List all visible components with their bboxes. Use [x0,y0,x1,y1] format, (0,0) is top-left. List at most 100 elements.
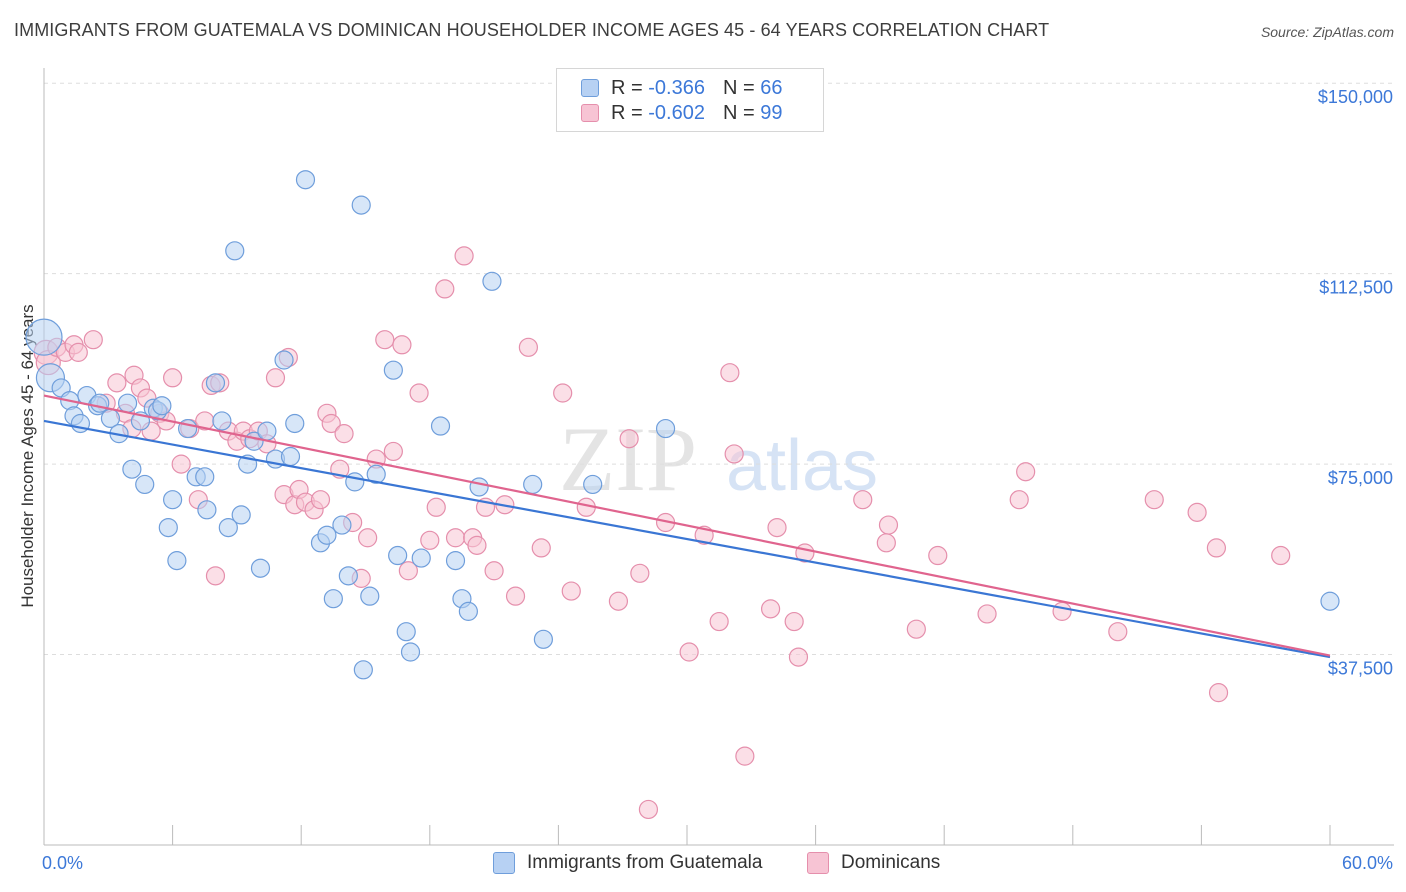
dominican-point [375,330,395,350]
guatemala-point [430,416,451,436]
x-tick-label-max: 60.0% [1342,853,1393,873]
guatemala-point [366,464,386,484]
guatemala-point [212,411,232,431]
guatemala-point [285,413,305,434]
guatemala-point [351,195,371,215]
dominican-point [630,563,650,583]
guatemala-point [523,474,543,495]
grid [44,82,1394,656]
guatemala-point [205,373,226,393]
legend-r-label: R = [611,76,643,99]
dominican-point [321,413,341,434]
dominican-point [426,497,446,517]
legend-swatch-dominicans [581,104,599,122]
guatemala-point [158,517,178,538]
guatemala-point [400,642,421,662]
dominican-point [853,490,873,510]
bottom-legend-swatch-dominicans [807,852,829,874]
legend-n-value: 66 [760,76,783,99]
dominican-point [1052,601,1072,621]
guatemala-point [197,500,217,520]
guatemala-point [167,551,187,571]
guatemala-point [117,393,138,413]
dominican-point [735,746,755,766]
dominican-point [467,535,487,555]
bottom-legend-swatch-guatemala [493,852,515,874]
bottom-legend-label-guatemala: Immigrants from Guatemala [527,852,763,873]
guatemala-point [411,548,431,568]
dominican-point [163,368,183,388]
bottom-legend-dominicans: Dominicans [807,852,940,874]
guatemala-point [163,490,183,510]
guatemala-point [195,467,215,487]
guatemala-point [225,241,245,261]
guatemala-point [533,629,553,649]
dominican-point [553,383,573,403]
trend-line-guatemala [43,419,1331,659]
dominican-point [767,517,787,538]
dominican-point [977,604,997,624]
dominican-point [1108,622,1128,642]
guatemala-point [250,558,271,578]
watermark-atlas: atlas [726,426,878,506]
dominican-point [83,330,103,350]
y-tick-label: $37,500 [1328,659,1393,679]
dominican-point [1016,462,1036,482]
dominican-point [638,799,659,820]
legend-n-label: N = [722,76,755,99]
legend-row-dominicans: R = -0.602 N = 99 [581,102,782,124]
dominican-point [518,337,538,357]
trend-lines [43,394,1331,659]
dominican-point [392,335,412,355]
guatemala-point [353,660,373,680]
dominican-point [720,363,740,383]
dominican-point [505,586,526,606]
guatemala-point [280,446,301,467]
source-label: Source: ZipAtlas.com [1260,24,1394,40]
y-tick-label: $150,000 [1318,87,1393,107]
guatemala-point [655,418,676,439]
tick-labels: $37,500 $75,000 $112,500 $150,000 0.0% 60.0% [42,87,1393,873]
dominican-point [334,424,354,444]
watermark: ZIP atlas [559,408,878,510]
legend-r-label: R = [611,101,643,124]
dominican-point [107,373,127,393]
y-tick-label: $75,000 [1328,468,1393,488]
dominican-point [619,429,639,449]
dominican-point [409,383,429,403]
axes [43,68,1394,846]
dominican-point [679,642,699,662]
guatemala-point [482,271,502,291]
dominican-point [876,533,896,553]
guatemala-point [323,589,343,609]
dominican-point [784,611,804,632]
dominican-point [878,515,899,535]
dominican-point [531,538,551,558]
dominican-point [398,561,418,581]
guatemala-point [135,474,155,495]
guatemala-point [332,515,352,535]
guatemala-point [257,421,277,441]
dominican-point [310,490,331,510]
dominican-point [420,530,440,550]
dominican-point [928,545,948,566]
guatemala-point [152,396,172,416]
trend-line-dominicans [43,394,1331,657]
guatemala-point [345,472,365,492]
guatemala-point [383,360,403,380]
dominican-point [1009,490,1029,510]
chart-title: IMMIGRANTS FROM GUATEMALA VS DOMINICAN H… [14,20,1050,40]
x-tick-label-min: 0.0% [42,853,83,873]
dominican-point [454,246,474,266]
dominican-point [1271,545,1291,566]
correlation-legend: R = -0.366 N = 66 R = -0.602 N = 99 [556,68,824,132]
legend-n-value: 99 [760,101,783,124]
guatemala-point [583,474,603,495]
guatemala-point [1320,591,1340,611]
guatemala-point [231,505,251,525]
guatemala-point [218,517,238,538]
dominican-point [760,599,781,619]
watermark-zip: ZIP [559,408,697,510]
guatemala-point [458,601,478,621]
